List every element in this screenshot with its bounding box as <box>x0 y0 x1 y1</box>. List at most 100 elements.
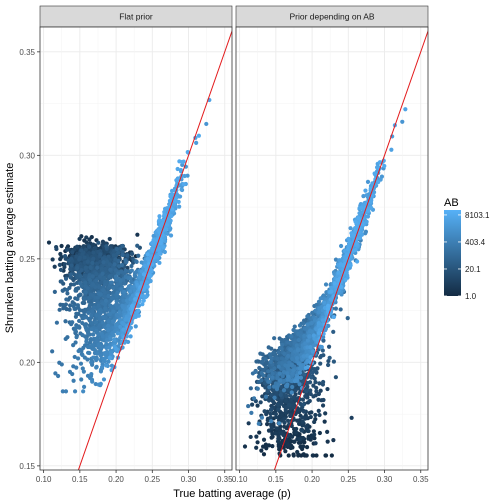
data-point <box>65 244 71 249</box>
data-point <box>101 260 106 265</box>
data-point <box>325 386 330 392</box>
data-point <box>91 355 96 360</box>
data-point <box>78 281 83 286</box>
data-point <box>248 434 253 440</box>
data-point <box>249 410 254 415</box>
data-point <box>305 338 310 343</box>
data-point <box>83 280 88 285</box>
data-point <box>312 366 317 372</box>
data-point <box>275 402 281 407</box>
data-point <box>136 308 141 313</box>
data-point <box>68 272 73 277</box>
data-point <box>57 262 62 267</box>
data-point <box>79 267 84 273</box>
data-point <box>275 356 280 362</box>
data-point <box>170 207 175 212</box>
data-point <box>311 429 316 434</box>
data-point <box>132 314 138 319</box>
data-point <box>59 254 64 260</box>
data-point <box>348 226 353 231</box>
data-point <box>135 292 140 297</box>
data-point <box>363 231 368 236</box>
data-point <box>248 386 253 391</box>
data-point <box>365 179 371 184</box>
data-point <box>296 337 301 343</box>
data-point <box>111 333 116 338</box>
data-point <box>85 357 90 362</box>
data-point <box>62 262 67 267</box>
data-point <box>74 365 79 370</box>
data-point <box>71 277 76 283</box>
data-point <box>167 198 172 203</box>
data-point <box>276 407 281 412</box>
data-point <box>290 384 295 390</box>
data-point <box>111 319 116 324</box>
data-point <box>86 310 91 315</box>
data-point <box>79 248 84 253</box>
data-point <box>294 430 299 435</box>
data-point <box>283 449 288 454</box>
data-point <box>84 326 89 331</box>
data-point <box>142 284 148 289</box>
data-point <box>287 368 292 373</box>
data-point <box>127 314 132 319</box>
data-point <box>103 306 108 311</box>
data-point <box>317 381 322 386</box>
data-point <box>101 377 107 382</box>
data-point <box>115 276 120 281</box>
data-point <box>305 384 310 389</box>
data-point <box>63 389 69 394</box>
data-point <box>285 418 291 423</box>
data-point <box>135 282 140 288</box>
data-point <box>318 388 323 393</box>
data-point <box>256 374 261 379</box>
data-point <box>72 354 77 360</box>
data-point <box>59 279 64 284</box>
data-point <box>254 445 259 450</box>
data-point <box>158 241 163 246</box>
data-point <box>88 265 93 270</box>
data-point <box>308 388 313 393</box>
data-point <box>264 361 269 366</box>
data-point <box>78 361 84 366</box>
data-point <box>274 426 279 431</box>
data-point <box>173 195 178 201</box>
data-point <box>304 349 309 354</box>
data-point <box>286 453 291 458</box>
data-point <box>110 296 115 301</box>
data-point <box>308 344 313 350</box>
data-point <box>297 370 303 375</box>
data-point <box>280 342 285 348</box>
data-point <box>157 260 162 265</box>
data-point <box>77 318 82 324</box>
data-point <box>302 333 307 339</box>
data-point <box>275 385 280 390</box>
data-point <box>268 411 273 417</box>
data-point <box>95 265 100 270</box>
data-point <box>116 271 121 276</box>
data-point <box>263 357 268 362</box>
data-point <box>269 393 274 398</box>
data-point <box>292 439 297 444</box>
data-point <box>290 371 295 376</box>
data-point <box>75 303 80 308</box>
data-point <box>299 428 305 433</box>
data-point <box>65 247 70 252</box>
data-point <box>72 306 77 311</box>
data-point <box>133 324 138 329</box>
data-point <box>282 420 287 425</box>
data-point <box>107 355 113 360</box>
data-point <box>255 440 260 445</box>
data-point <box>257 365 262 371</box>
panel-prior-ab: Prior depending on AB <box>235 5 429 471</box>
data-point <box>89 327 94 332</box>
data-point <box>104 351 109 356</box>
data-point <box>80 352 85 358</box>
data-point <box>306 436 311 441</box>
data-point <box>74 325 79 330</box>
data-point <box>103 266 108 272</box>
data-point <box>286 409 292 414</box>
data-point <box>150 247 155 253</box>
data-point <box>63 276 69 281</box>
data-point <box>179 187 184 192</box>
